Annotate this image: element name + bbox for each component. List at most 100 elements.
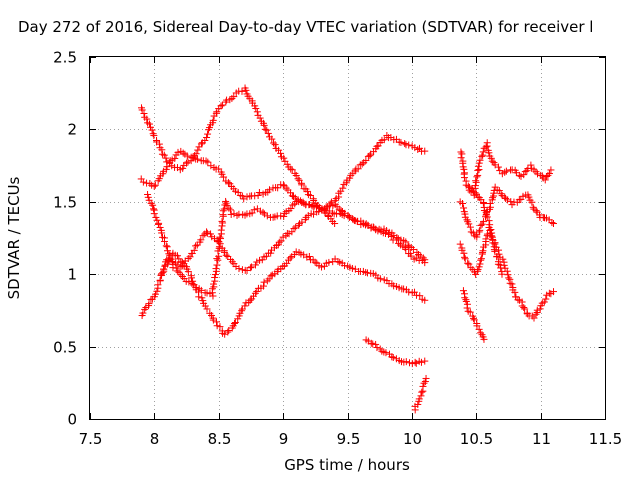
data-point	[328, 209, 336, 217]
data-point	[219, 219, 227, 227]
data-point	[192, 242, 200, 250]
data-point	[527, 161, 535, 169]
data-point	[212, 318, 220, 326]
data-point	[217, 102, 225, 110]
x-tick-label: 11	[532, 430, 551, 448]
data-point	[475, 263, 483, 271]
data-point	[224, 179, 232, 187]
data-point	[197, 286, 205, 294]
data-point	[140, 109, 148, 117]
data-point	[488, 157, 496, 165]
data-point	[225, 204, 233, 212]
data-point	[421, 256, 429, 264]
data-point	[520, 171, 528, 179]
data-point	[465, 260, 473, 268]
data-point	[280, 212, 288, 220]
data-point	[461, 253, 469, 261]
data-point	[295, 198, 303, 206]
data-point	[362, 157, 370, 165]
data-point	[482, 235, 490, 243]
data-point	[216, 323, 224, 331]
data-point	[421, 296, 429, 304]
data-point	[260, 121, 268, 129]
data-point	[418, 388, 426, 396]
data-point	[504, 271, 512, 279]
data-point	[501, 168, 509, 176]
data-point	[203, 134, 211, 142]
data-point	[144, 190, 152, 198]
data-point	[256, 114, 264, 122]
data-point	[260, 278, 268, 286]
data-point	[306, 191, 314, 199]
data-point	[185, 278, 193, 286]
data-point	[259, 208, 267, 216]
data-point	[483, 213, 491, 221]
data-point	[488, 232, 496, 240]
data-point	[354, 165, 362, 173]
data-point	[218, 101, 226, 109]
data-point	[294, 175, 302, 183]
data-point	[184, 255, 192, 263]
data-point	[472, 177, 480, 185]
data-point	[138, 106, 146, 114]
data-point	[238, 307, 246, 315]
data-point	[197, 140, 205, 148]
x-tick-label: 8	[150, 430, 160, 448]
data-point	[213, 236, 221, 244]
data-point	[494, 260, 502, 268]
data-point	[190, 281, 198, 289]
data-point	[195, 293, 203, 301]
x-axis-label: GPS time / hours	[284, 456, 410, 474]
data-point	[495, 187, 503, 195]
data-point	[277, 149, 285, 157]
data-point	[407, 252, 415, 260]
data-point	[461, 294, 469, 302]
data-point	[389, 353, 397, 361]
data-point	[525, 193, 533, 201]
data-point	[530, 314, 538, 322]
data-point	[475, 166, 483, 174]
x-tick-label: 11.5	[589, 430, 622, 448]
data-point	[334, 258, 342, 266]
data-point	[145, 300, 153, 308]
data-point	[174, 261, 182, 269]
data-point	[419, 254, 427, 262]
data-point	[485, 217, 493, 225]
data-point	[473, 173, 481, 181]
data-point	[194, 146, 202, 154]
data-point	[178, 258, 186, 266]
data-point	[532, 310, 540, 318]
data-point	[464, 259, 472, 267]
data-point	[489, 194, 497, 202]
data-point	[550, 220, 557, 228]
data-point	[247, 263, 255, 271]
data-point	[382, 349, 390, 357]
data-point	[480, 335, 488, 343]
data-point	[151, 181, 159, 189]
data-point	[242, 86, 250, 94]
data-point	[311, 258, 319, 266]
y-tick-label: 1	[67, 266, 77, 284]
data-point	[477, 256, 485, 264]
data-point	[202, 157, 210, 165]
data-point	[305, 252, 313, 260]
data-point	[514, 296, 522, 304]
data-points	[137, 84, 557, 414]
data-point	[345, 213, 353, 221]
data-point	[376, 275, 384, 283]
data-point	[532, 207, 540, 215]
data-point	[275, 238, 283, 246]
data-point	[280, 154, 288, 162]
data-point	[416, 292, 424, 300]
data-point	[230, 93, 238, 101]
data-point	[151, 290, 159, 298]
data-point	[344, 211, 352, 219]
y-tick-labels: 0 0.5 1 1.5 2 2.5	[53, 49, 77, 429]
data-point	[421, 378, 429, 386]
y-tick-label: 2.5	[53, 49, 77, 67]
data-point	[149, 130, 157, 138]
data-point	[458, 150, 466, 158]
data-point	[487, 226, 495, 234]
data-point	[143, 115, 151, 123]
y-tick-label: 0	[67, 411, 77, 429]
